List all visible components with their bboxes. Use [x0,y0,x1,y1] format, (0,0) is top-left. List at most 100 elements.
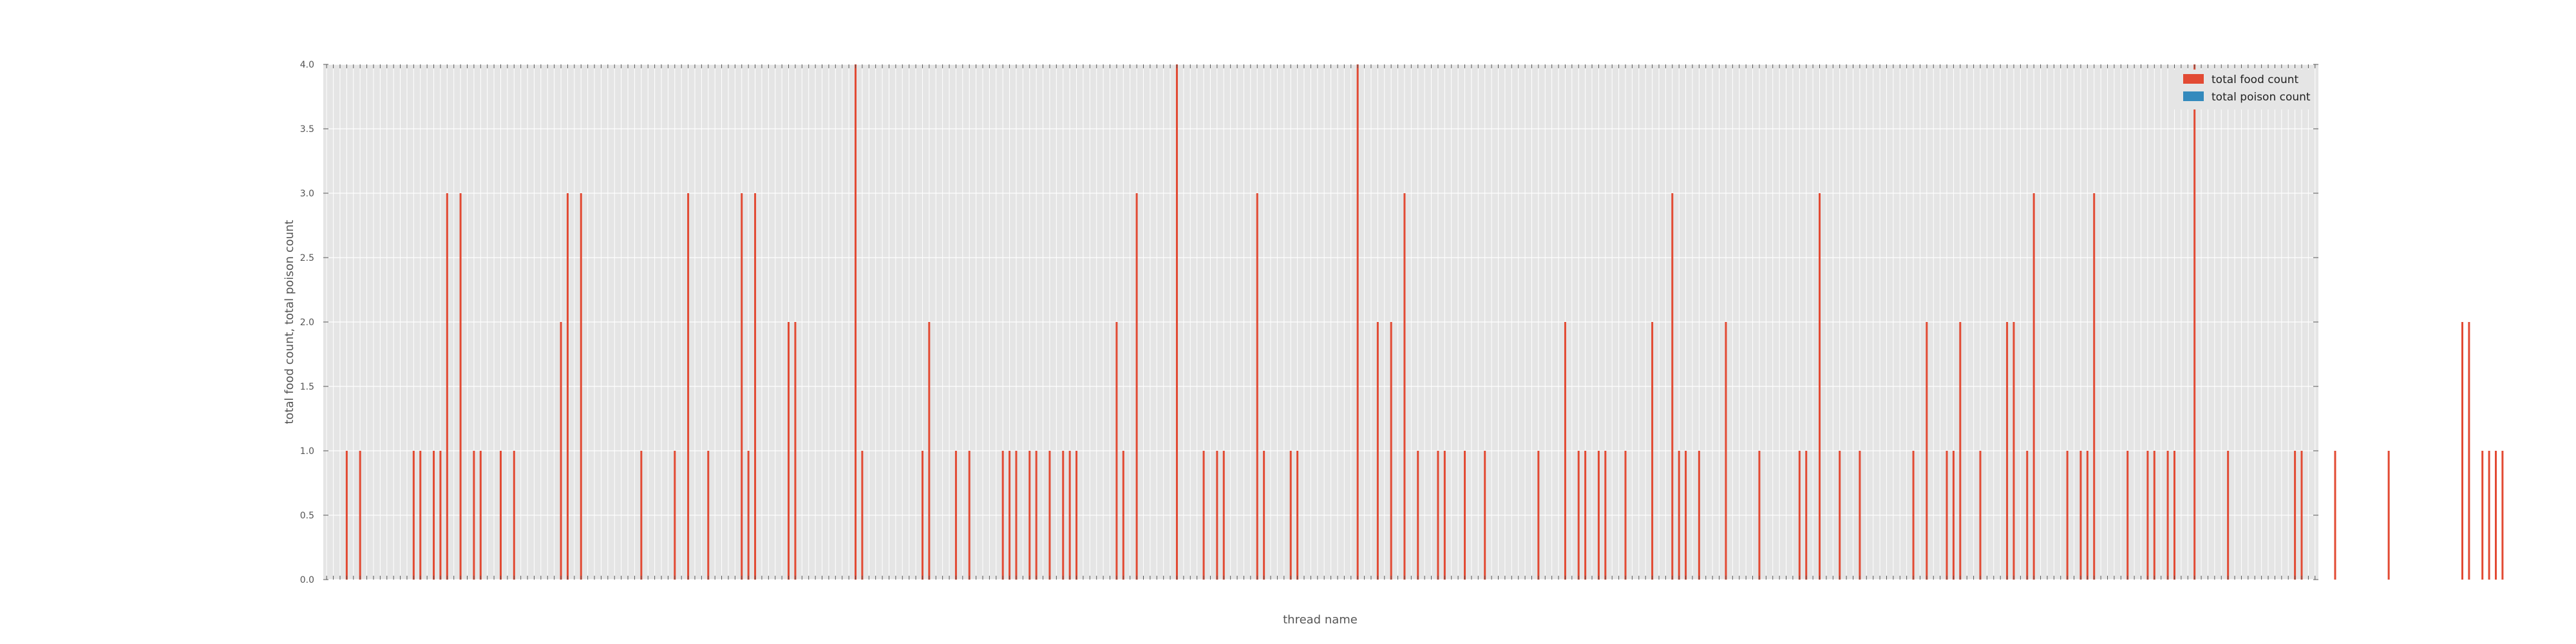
bar-total-food-count [707,451,710,580]
bar-total-food-count [1015,451,1018,580]
bar-total-food-count [794,322,797,580]
y-tick-label: 3.5 [300,124,314,135]
bar-total-food-count [1009,451,1011,580]
bar-total-food-count [1946,451,1948,580]
bar-total-food-count [1959,322,1962,580]
bar-total-food-count [1289,451,1292,580]
bar-total-food-count [1068,451,1071,580]
y-tick-label: 2.5 [300,253,314,263]
bar-total-food-count [1376,322,1379,580]
bar-total-food-count [473,451,475,580]
bar-total-food-count [854,64,857,580]
bar-total-food-count [1604,451,1607,580]
bar-total-food-count [345,451,348,580]
bar-total-food-count [754,193,757,580]
bar-total-food-count [1464,451,1466,580]
bar-total-food-count [1758,451,1761,580]
bar-total-food-count [1577,451,1580,580]
bar-total-food-count [1671,193,1674,580]
bar-total-food-count [1685,451,1687,580]
bars [345,64,2504,580]
bar-total-food-count [2227,451,2230,580]
bar-total-food-count [479,451,482,580]
bar-total-food-count [2193,64,2196,580]
bar-total-food-count [1859,451,1861,580]
y-tick-label: 0.5 [300,511,314,521]
bar-total-food-count [1256,193,1258,580]
bar-total-food-count [1296,451,1299,580]
y-tick-labels: 0.0 0.5 1.0 1.5 2.0 2.5 3.0 3.5 4.0 [300,60,314,585]
y-tick-label: 0.0 [300,575,314,585]
bar-total-food-count [2468,322,2470,580]
legend-swatch-food [2183,74,2204,84]
bar-total-food-count [1122,451,1124,580]
bar-total-food-count [2086,451,2088,580]
bar-total-food-count [747,451,750,580]
bar-total-food-count [1443,451,1446,580]
bar-total-food-count [412,451,415,580]
bar-total-food-count [2334,451,2336,580]
bar-total-food-count [1075,451,1078,580]
bar-total-food-count [968,451,971,580]
bar-total-food-count [2294,451,2297,580]
bar-total-food-count [954,451,957,580]
bar-total-food-count [788,322,790,580]
bar-total-food-count [1115,322,1118,580]
bar-total-food-count [1798,451,1801,580]
bar-total-food-count [2126,451,2129,580]
bar-total-food-count [1952,451,1955,580]
bar-total-food-count [1651,322,1654,580]
bar-total-food-count [2461,322,2464,580]
bar-total-food-count [1356,64,1359,580]
bar-total-food-count [359,451,361,580]
bar-total-food-count [2153,451,2155,580]
bar-total-food-count [1202,451,1205,580]
bar-total-food-count [2032,193,2035,580]
bar-total-food-count [1698,451,1700,580]
bar-total-food-count [1537,451,1540,580]
y-axis-label: total food count, total poison count [283,220,296,424]
bar-total-food-count [1926,322,1928,580]
bar-total-food-count [1805,451,1808,580]
bar-total-food-count [1001,451,1004,580]
bar-total-food-count [560,322,562,580]
bar-total-food-count [1048,451,1051,580]
bar-total-food-count [2494,451,2497,580]
bar-total-food-count [2006,322,2009,580]
bar-total-food-count [446,193,448,580]
bar-total-food-count [2300,451,2303,580]
bar-total-food-count [439,451,442,580]
bar-total-food-count [1564,322,1566,580]
bar-total-food-count [1912,451,1915,580]
y-tick-label: 4.0 [300,60,314,70]
bar-total-food-count [1437,451,1439,580]
bar-total-food-count [1484,451,1486,580]
bar-total-food-count [1678,451,1680,580]
bar-total-food-count [580,193,582,580]
bar-total-food-count [1062,451,1065,580]
legend-swatch-poison [2183,91,2204,101]
bar-total-food-count [741,193,743,580]
bar-total-food-count [2146,451,2149,580]
bar-total-food-count [1597,451,1600,580]
axis-ticks [323,64,2318,580]
y-tick-label: 1.0 [300,446,314,457]
bar-total-food-count [2026,451,2029,580]
bar-total-food-count [2488,451,2490,580]
bar-total-food-count [921,451,923,580]
bar-total-food-count [861,451,864,580]
bar-total-food-count [1035,451,1037,580]
bar-total-food-count [1839,451,1841,580]
bar-total-food-count [640,451,643,580]
legend-label-food: total food count [2211,73,2299,86]
bar-total-food-count [2481,451,2484,580]
bar-total-food-count [2501,451,2504,580]
bar-total-food-count [1417,451,1419,580]
bar-total-food-count [1979,451,1982,580]
bar-total-food-count [1135,193,1138,580]
bar-total-food-count [2173,451,2175,580]
bar-total-food-count [1403,193,1406,580]
bar-total-food-count [2387,451,2390,580]
bar-total-food-count [1390,322,1392,580]
